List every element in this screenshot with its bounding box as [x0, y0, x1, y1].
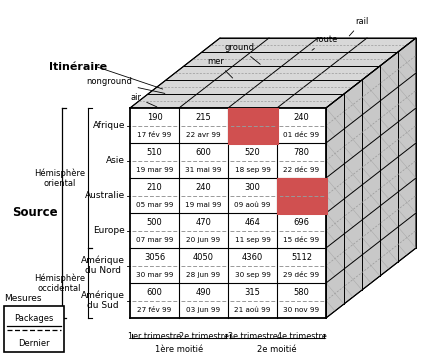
Text: 27 fév 99: 27 fév 99 [138, 307, 172, 313]
Text: 4050: 4050 [193, 253, 214, 262]
Text: 780: 780 [293, 148, 310, 157]
Text: Packages: Packages [14, 314, 54, 323]
Bar [228, 213, 277, 248]
Text: 490: 490 [196, 288, 212, 297]
Text: 4e trimestre: 4e trimestre [277, 332, 326, 341]
Bar [130, 213, 179, 248]
Text: 31 mai 99: 31 mai 99 [185, 167, 222, 173]
Text: 5112: 5112 [291, 253, 312, 262]
Text: 22 avr 99: 22 avr 99 [186, 132, 221, 138]
Text: ground: ground [224, 43, 260, 64]
Text: 11 sep 99: 11 sep 99 [235, 237, 270, 242]
Text: Source: Source [12, 206, 58, 220]
Bar [179, 213, 228, 248]
Bar [179, 143, 228, 178]
Text: 4360: 4360 [242, 253, 263, 262]
Text: 500: 500 [147, 218, 162, 227]
Text: 600: 600 [147, 288, 162, 297]
Text: 21 aoû 99: 21 aoû 99 [234, 307, 271, 313]
Text: 17 fév 99: 17 fév 99 [138, 132, 172, 138]
Text: 30 nov 99: 30 nov 99 [283, 307, 320, 313]
Text: 20 jun 99: 20 jun 99 [187, 237, 221, 242]
Polygon shape [326, 38, 416, 318]
Text: mer: mer [208, 57, 233, 78]
Text: 07 mar 99: 07 mar 99 [136, 237, 173, 242]
Bar [179, 248, 228, 283]
Text: 03 jun 99: 03 jun 99 [187, 307, 221, 313]
Bar [130, 178, 179, 213]
Text: Amérique
du Sud: Amérique du Sud [81, 290, 125, 310]
Text: 19 mai 99: 19 mai 99 [185, 201, 222, 208]
Text: 3e trimestre: 3e trimestre [228, 332, 277, 341]
Bar [130, 108, 179, 143]
Text: 240: 240 [293, 113, 309, 122]
Bar [4, 306, 64, 352]
Bar [228, 283, 277, 318]
Bar [277, 178, 326, 213]
Bar [228, 108, 277, 143]
Bar [277, 283, 326, 318]
Text: 240: 240 [196, 183, 212, 192]
Text: Afrique: Afrique [92, 121, 125, 130]
Text: 1er trimestre: 1er trimestre [128, 332, 181, 341]
Text: 1ère moitié: 1ère moitié [155, 345, 203, 354]
Text: route: route [312, 35, 337, 50]
Text: Mesures: Mesures [4, 294, 42, 303]
Text: 09 aoû 99: 09 aoû 99 [234, 201, 271, 208]
Bar [228, 178, 277, 213]
Text: 696: 696 [293, 218, 310, 227]
Bar [179, 283, 228, 318]
Text: 22 déc 99: 22 déc 99 [283, 167, 320, 173]
Text: 18 sep 99: 18 sep 99 [235, 167, 270, 173]
Bar [277, 108, 326, 143]
Text: 2e moitié: 2e moitié [257, 345, 297, 354]
Text: 29 déc 99: 29 déc 99 [283, 272, 320, 278]
Text: 28 jun 99: 28 jun 99 [187, 272, 221, 278]
Text: Asie: Asie [106, 156, 125, 165]
Bar [179, 178, 228, 213]
Bar [277, 213, 326, 248]
Text: 19 mar 99: 19 mar 99 [136, 167, 173, 173]
Text: 470: 470 [195, 218, 212, 227]
Text: 315: 315 [244, 288, 261, 297]
Text: 2e trimestre: 2e trimestre [179, 332, 229, 341]
Text: 215: 215 [196, 113, 212, 122]
Text: 190: 190 [147, 113, 162, 122]
Text: 30 sep 99: 30 sep 99 [235, 272, 270, 278]
Text: rail: rail [349, 17, 369, 36]
Bar [130, 248, 179, 283]
Text: Itinéraire: Itinéraire [49, 62, 107, 72]
Text: air: air [131, 93, 157, 107]
Text: 510: 510 [147, 148, 162, 157]
Text: Dernier: Dernier [18, 339, 50, 348]
Bar [278, 178, 325, 213]
Text: 464: 464 [244, 218, 261, 227]
Bar [228, 248, 277, 283]
Text: 30 mar 99: 30 mar 99 [136, 272, 173, 278]
Text: 01 déc 99: 01 déc 99 [283, 132, 320, 138]
Text: 210: 210 [147, 183, 162, 192]
Polygon shape [130, 38, 416, 108]
Bar [228, 143, 277, 178]
Text: 05 mar 99: 05 mar 99 [136, 201, 173, 208]
Text: Europe: Europe [93, 226, 125, 235]
Bar [277, 143, 326, 178]
Bar [277, 248, 326, 283]
Bar [130, 283, 179, 318]
Text: 3056: 3056 [144, 253, 165, 262]
Bar [179, 108, 228, 143]
Text: Hémisphère
oriental: Hémisphère oriental [34, 168, 85, 188]
Text: 300: 300 [244, 183, 261, 192]
Text: Amérique
du Nord: Amérique du Nord [81, 256, 125, 276]
Text: Heure: Heure [207, 355, 249, 356]
Text: Australie: Australie [85, 191, 125, 200]
Text: 580: 580 [293, 288, 309, 297]
Text: Hémisphère
occidental: Hémisphère occidental [34, 273, 85, 293]
Text: 600: 600 [195, 148, 212, 157]
Bar [130, 143, 179, 178]
Text: 15 déc 99: 15 déc 99 [283, 237, 320, 242]
Text: nonground: nonground [87, 77, 165, 93]
Text: 520: 520 [245, 148, 260, 157]
Bar [229, 109, 276, 142]
